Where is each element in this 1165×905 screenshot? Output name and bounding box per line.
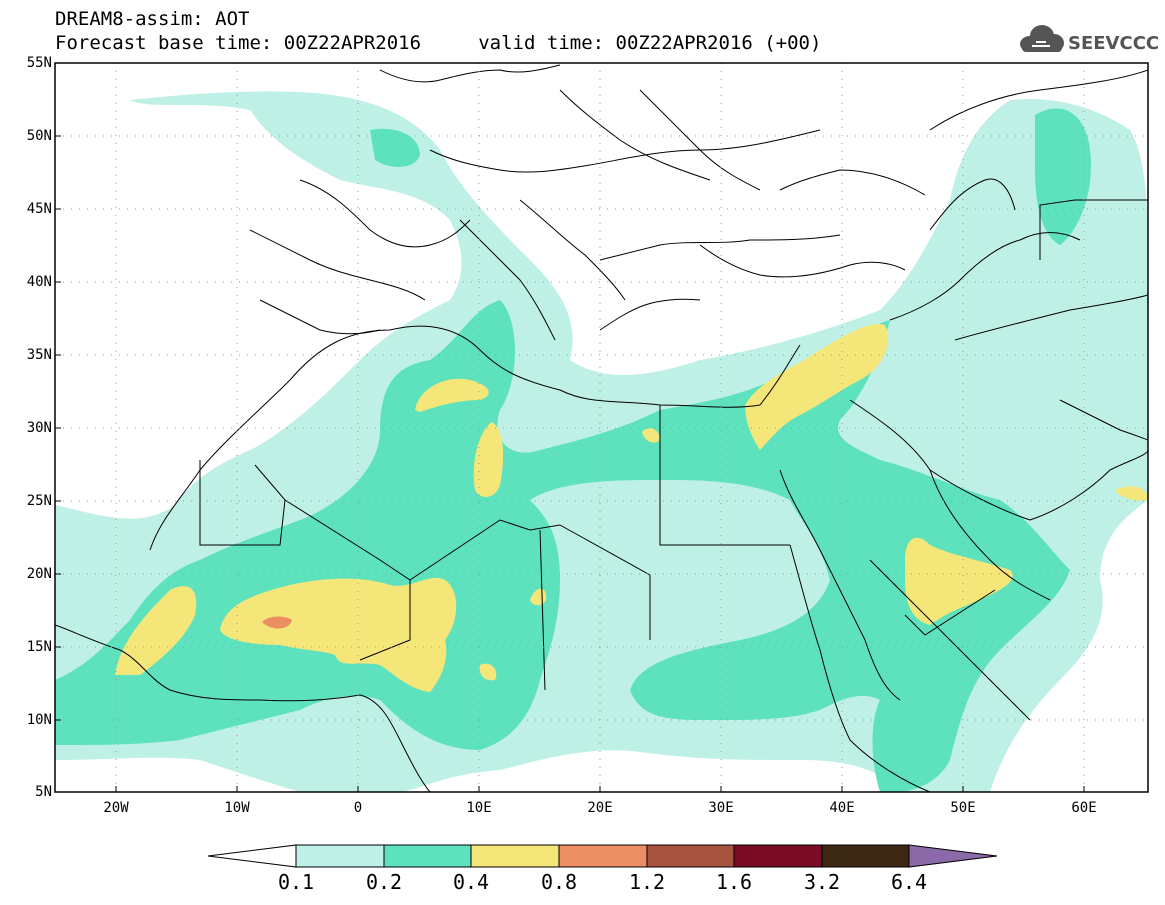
lon-label: 30E bbox=[708, 800, 734, 816]
aot-region-0.4 bbox=[479, 663, 497, 681]
aot-region-0.4 bbox=[745, 324, 889, 450]
aot-region-0.4 bbox=[1115, 486, 1148, 501]
lat-label: 25N bbox=[26, 493, 52, 509]
cloud-icon bbox=[1020, 25, 1064, 52]
lon-label: 20W bbox=[103, 800, 129, 816]
aot-region-0.4 bbox=[642, 428, 660, 443]
lat-label: 40N bbox=[26, 274, 52, 290]
lat-label: 10N bbox=[26, 712, 52, 728]
colorbar-label: 1.2 bbox=[628, 870, 666, 894]
colorbar-label: 0.4 bbox=[452, 870, 490, 894]
aot-shading bbox=[55, 91, 1148, 792]
chart-subtitle-times: Forecast base time: 00Z22APR2016 valid t… bbox=[55, 32, 822, 54]
lat-label: 30N bbox=[26, 420, 52, 436]
lat-label: 50N bbox=[26, 128, 52, 144]
aot-region-0.8 bbox=[262, 616, 292, 629]
aot-region-0.4 bbox=[905, 537, 1013, 625]
aot-region-0.4 bbox=[220, 577, 457, 692]
aot-region-0.2 bbox=[55, 300, 1070, 792]
aot-region-0.4 bbox=[415, 378, 489, 412]
lon-label: 10E bbox=[466, 800, 492, 816]
lon-label: 10W bbox=[224, 800, 250, 816]
country-borders bbox=[55, 64, 1148, 792]
aot-region-0.2 bbox=[1035, 108, 1091, 245]
aot-region-0.2 bbox=[370, 128, 420, 167]
lat-label: 20N bbox=[26, 566, 52, 582]
lon-label: 0 bbox=[353, 800, 363, 816]
lat-label: 35N bbox=[26, 347, 52, 363]
colorbar-label: 3.2 bbox=[803, 870, 841, 894]
colorbar-label: 0.8 bbox=[540, 870, 578, 894]
lon-label: 60E bbox=[1071, 800, 1097, 816]
lat-label: 5N bbox=[35, 784, 52, 800]
lat-label: 45N bbox=[26, 201, 52, 217]
lat-label: 15N bbox=[26, 639, 52, 655]
logo-text: SEEVCCC bbox=[1068, 33, 1158, 54]
lat-label: 55N bbox=[26, 55, 52, 71]
axis-ticks bbox=[55, 62, 1085, 792]
lon-label: 40E bbox=[829, 800, 855, 816]
aot-region-0.4 bbox=[473, 422, 504, 497]
aot-region-0.4 bbox=[115, 586, 197, 675]
lon-label: 20E bbox=[587, 800, 613, 816]
chart-title: DREAM8-assim: AOT bbox=[55, 8, 250, 30]
colorbar-label: 0.1 bbox=[277, 870, 315, 894]
colorbar-label: 6.4 bbox=[890, 870, 928, 894]
seevccc-logo: SEEVCCC bbox=[1020, 25, 1158, 54]
colorbar-label: 1.6 bbox=[715, 870, 753, 894]
colorbar-label: 0.2 bbox=[365, 870, 403, 894]
lon-label: 50E bbox=[950, 800, 976, 816]
